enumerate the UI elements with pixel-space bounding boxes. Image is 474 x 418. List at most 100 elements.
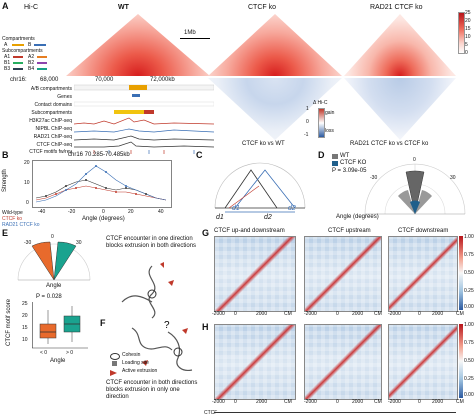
h-cb-tick: 0.50 bbox=[464, 358, 474, 364]
scale-label: 1Mb bbox=[184, 30, 196, 36]
e-ylabel: CTCF motif score bbox=[6, 298, 12, 346]
legend-swatch bbox=[37, 56, 47, 58]
legend-sub-item: B2 bbox=[28, 60, 35, 66]
panel-a-label: A bbox=[2, 1, 9, 11]
track-label: Genes bbox=[57, 94, 72, 100]
strength-plot bbox=[32, 160, 172, 208]
g-heatmap-upstream bbox=[304, 236, 382, 312]
h-xtick: 0 bbox=[418, 399, 421, 405]
d-tick: 0 bbox=[413, 157, 416, 163]
delta-tick: 1 bbox=[306, 106, 309, 112]
f-bottom-text: CTCF encounter in both directions blocks… bbox=[106, 380, 198, 400]
hic-cb-tick: 15 bbox=[465, 26, 471, 32]
track-signals bbox=[74, 84, 214, 154]
h-xtick: 2000 bbox=[432, 399, 444, 405]
hic-map-ctcf-ko bbox=[208, 14, 342, 76]
g-heatmap-downstream bbox=[388, 236, 458, 312]
legend-b-swatch bbox=[34, 44, 46, 46]
d-legend-ctcf: CTCF KO bbox=[340, 160, 367, 166]
g-cb-tick: 0.25 bbox=[464, 288, 474, 294]
legend-subcompartments: Subcompartments bbox=[2, 48, 43, 54]
genome-tracks: A/B compartments Genes Contact domains S… bbox=[0, 86, 220, 156]
f-legend-cohesin: Cohesin bbox=[122, 352, 141, 358]
h-xtick: -2000 bbox=[212, 399, 225, 405]
hic-cb-tick: 5 bbox=[465, 42, 468, 48]
extrusion-geometry-diagram bbox=[214, 162, 306, 213]
d-pvalue: P = 3.09e-05 bbox=[332, 168, 367, 174]
hic-colorbar bbox=[458, 12, 465, 54]
h-cb-tick: 0.75 bbox=[464, 340, 474, 346]
hic-map-wt bbox=[66, 14, 210, 76]
e-ytick: 15 bbox=[22, 325, 28, 331]
hic-cb-tick: 20 bbox=[465, 18, 471, 24]
h-xtick: -2000 bbox=[388, 399, 401, 405]
loading-site-icon bbox=[112, 361, 117, 366]
coord-tick: 70,000 bbox=[95, 77, 114, 83]
b-xtick: 0 bbox=[102, 209, 105, 215]
g-heatmap-updown bbox=[214, 236, 296, 312]
legend-sub-item: B1 bbox=[4, 60, 11, 66]
legend-sub-item: A2 bbox=[28, 54, 35, 60]
g-colorbar bbox=[459, 236, 463, 310]
legend-ctcf-ko: CTCF ko bbox=[2, 216, 22, 222]
g-xtick: 2000 bbox=[432, 311, 444, 317]
svg-text:?: ? bbox=[164, 320, 170, 331]
legend-sub-item: B4 bbox=[28, 66, 35, 72]
rad21-ctcf-ko-title: RAD21 CTCF ko bbox=[370, 4, 423, 11]
hic-cb-tick: 25 bbox=[465, 10, 471, 16]
delta-gain: gain bbox=[325, 110, 335, 116]
delta-colorbar bbox=[318, 108, 325, 138]
delta-tick: -1 bbox=[304, 132, 309, 138]
b-ytick: 10 bbox=[24, 180, 30, 186]
d-tick: -30 bbox=[370, 175, 378, 181]
h-ctcf-label: CTCF bbox=[204, 410, 218, 416]
legend-swatch bbox=[13, 62, 23, 64]
e-xlabel: Angle bbox=[50, 358, 66, 364]
g-cb-tick: 0.00 bbox=[464, 304, 474, 310]
g-cm: CM bbox=[374, 311, 382, 317]
legend-rad21-ctcf-ko: RAD21 CTCF ko bbox=[2, 222, 40, 228]
e-tick: 0 bbox=[51, 234, 54, 240]
legend-sub-item: A1 bbox=[4, 54, 11, 60]
scale-bar bbox=[180, 38, 210, 39]
hic-cb-tick: 0 bbox=[465, 50, 468, 56]
f-legend-active: Active extrusion bbox=[122, 368, 158, 374]
b-xtick: 40 bbox=[158, 209, 164, 215]
h-cb-tick: 0.25 bbox=[464, 376, 474, 382]
g-title: CTCF up-and downstream bbox=[214, 228, 285, 234]
g-xtick: 2000 bbox=[352, 311, 364, 317]
legend-sub-item: B3 bbox=[4, 66, 11, 72]
h-xtick: -2000 bbox=[304, 399, 317, 405]
track-label: Contact domains bbox=[34, 102, 72, 108]
hic-cb-tick: 10 bbox=[465, 34, 471, 40]
e-xcat: < 0 bbox=[40, 350, 48, 356]
b-ytick: 0 bbox=[26, 200, 29, 206]
b-xtick: -20 bbox=[68, 209, 76, 215]
e-xlabel-top: Angle bbox=[46, 283, 62, 289]
legend-swatch bbox=[37, 68, 47, 70]
delta-title: Δ Hi-C bbox=[313, 100, 328, 106]
e-ytick: 25 bbox=[22, 301, 28, 307]
hic-title: Hi-C bbox=[24, 4, 38, 11]
track-label: RAD21 ChIP-seq bbox=[33, 134, 72, 140]
ctcf-ko-title: CTCF ko bbox=[248, 4, 276, 11]
delta-tick: 0 bbox=[306, 119, 309, 125]
g-xtick: -2000 bbox=[212, 311, 225, 317]
legend-a-swatch bbox=[12, 44, 24, 46]
b-xtick: -40 bbox=[38, 209, 46, 215]
e-ytick: 10 bbox=[22, 337, 28, 343]
track-label: H3K27ac ChIP-seq bbox=[29, 118, 72, 124]
d1-label: d1 bbox=[232, 205, 240, 212]
g-xtick: 0 bbox=[336, 311, 339, 317]
d-legend-ctcf-swatch bbox=[332, 161, 338, 166]
track-label: Subcompartments bbox=[31, 110, 72, 116]
g-title: CTCF upstream bbox=[328, 228, 371, 234]
h-heatmap-upstream bbox=[304, 324, 382, 400]
f-legend-loading: Loading site bbox=[122, 360, 149, 366]
track-label: A/B compartments bbox=[30, 86, 72, 92]
legend-swatch bbox=[13, 56, 23, 58]
g-title: CTCF downstream bbox=[398, 228, 449, 234]
h-xtick: 2000 bbox=[352, 399, 364, 405]
h-heatmap-downstream bbox=[388, 324, 458, 400]
h-ctcf-track bbox=[214, 412, 456, 413]
